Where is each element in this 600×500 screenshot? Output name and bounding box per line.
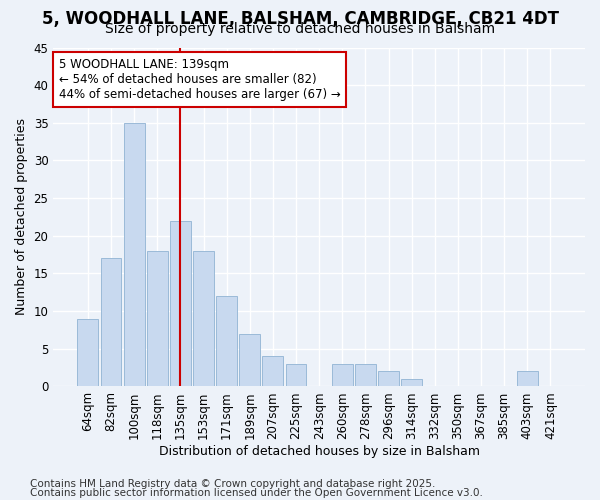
Bar — [170, 220, 191, 386]
Bar — [193, 251, 214, 386]
X-axis label: Distribution of detached houses by size in Balsham: Distribution of detached houses by size … — [158, 444, 479, 458]
Text: Contains public sector information licensed under the Open Government Licence v3: Contains public sector information licen… — [30, 488, 483, 498]
Bar — [239, 334, 260, 386]
Bar — [101, 258, 121, 386]
Y-axis label: Number of detached properties: Number of detached properties — [15, 118, 28, 316]
Bar — [124, 123, 145, 386]
Text: Contains HM Land Registry data © Crown copyright and database right 2025.: Contains HM Land Registry data © Crown c… — [30, 479, 436, 489]
Bar — [401, 379, 422, 386]
Bar — [378, 372, 399, 386]
Bar — [355, 364, 376, 386]
Bar — [216, 296, 237, 386]
Bar — [262, 356, 283, 386]
Text: Size of property relative to detached houses in Balsham: Size of property relative to detached ho… — [105, 22, 495, 36]
Bar — [332, 364, 353, 386]
Bar — [517, 372, 538, 386]
Text: 5 WOODHALL LANE: 139sqm
← 54% of detached houses are smaller (82)
44% of semi-de: 5 WOODHALL LANE: 139sqm ← 54% of detache… — [59, 58, 340, 100]
Bar — [286, 364, 307, 386]
Text: 5, WOODHALL LANE, BALSHAM, CAMBRIDGE, CB21 4DT: 5, WOODHALL LANE, BALSHAM, CAMBRIDGE, CB… — [41, 10, 559, 28]
Bar — [147, 251, 167, 386]
Bar — [77, 318, 98, 386]
